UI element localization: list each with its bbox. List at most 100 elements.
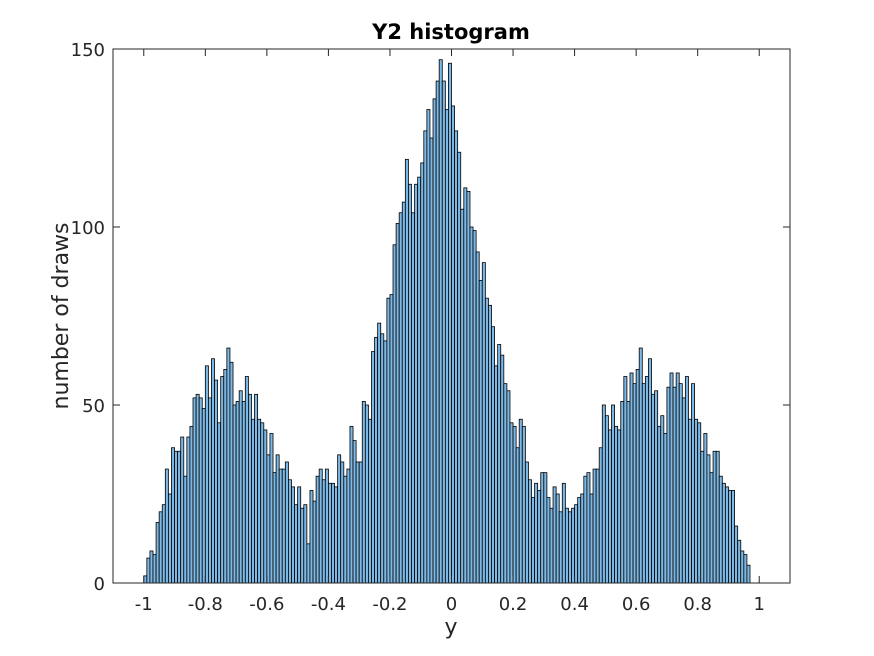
y-tick-label: 150 xyxy=(71,40,105,61)
histogram-bar xyxy=(638,347,643,584)
histogram-bar xyxy=(161,504,166,584)
histogram-bar xyxy=(192,397,197,584)
histogram-bar xyxy=(678,383,683,584)
histogram-bar xyxy=(718,475,723,584)
histogram-bar xyxy=(174,450,179,584)
histogram-bar xyxy=(568,511,572,584)
histogram-bar xyxy=(709,472,714,584)
y-tick-label: 0 xyxy=(94,574,105,595)
histogram-bar xyxy=(167,493,172,584)
histogram-bar xyxy=(155,522,160,584)
histogram-bar xyxy=(211,358,215,584)
histogram-bar xyxy=(306,543,311,584)
histogram-bar xyxy=(398,212,403,584)
histogram-bar xyxy=(540,472,545,584)
histogram-bar xyxy=(574,504,579,584)
histogram-bar xyxy=(349,425,354,584)
histogram-bar xyxy=(654,390,659,584)
histogram-bar xyxy=(438,59,443,584)
histogram-bar xyxy=(731,490,736,584)
histogram-bar xyxy=(648,358,652,584)
y-axis-label: number of draws xyxy=(49,223,74,410)
y-tick-label: 100 xyxy=(71,218,105,239)
histogram-bar xyxy=(595,468,600,584)
histogram-bar xyxy=(278,468,283,584)
histogram-bar xyxy=(321,479,326,584)
histogram-bar xyxy=(337,454,342,584)
histogram-bar xyxy=(500,354,505,584)
histogram-bar xyxy=(284,461,289,584)
histogram-bar xyxy=(269,433,274,584)
histogram-bar xyxy=(694,418,699,584)
x-tick-label: 0.6 xyxy=(622,594,651,615)
histogram-bar xyxy=(201,408,206,584)
histogram-bar xyxy=(340,461,345,584)
histogram-bar xyxy=(241,401,246,584)
histogram-bar xyxy=(183,475,188,584)
histogram-bar xyxy=(629,372,634,584)
axis-ticks: -1 -0.8 -0.6 -0.4 -0.2 0 0.2 0.4 0.6 0.8 1 0 50 100 15… xyxy=(71,40,790,615)
histogram-bar xyxy=(297,486,302,584)
histogram-bar xyxy=(355,461,360,584)
histogram-bar xyxy=(432,98,437,584)
histogram-bar xyxy=(247,393,252,584)
histogram-bar xyxy=(712,450,717,584)
histogram-bar xyxy=(152,554,157,584)
x-tick-label: -0.8 xyxy=(188,594,223,615)
histogram-bar xyxy=(555,493,560,584)
histogram-bar xyxy=(577,497,582,584)
histogram-bar xyxy=(260,422,265,584)
histogram-bar xyxy=(324,468,329,584)
histogram-bar xyxy=(177,450,182,584)
histogram-bar xyxy=(386,297,391,584)
histogram-bar xyxy=(204,365,209,584)
histogram-bar xyxy=(617,429,622,584)
histogram-bar xyxy=(684,376,689,584)
histogram-bar xyxy=(623,376,628,584)
x-tick-label: 0 xyxy=(446,594,457,615)
histogram-bar xyxy=(561,482,566,584)
histogram-bar xyxy=(543,472,548,584)
histogram-bar xyxy=(171,447,175,584)
histogram-bar xyxy=(469,226,474,584)
histogram-bar xyxy=(537,490,542,584)
histogram-bar xyxy=(287,479,292,584)
histogram-bar xyxy=(358,461,363,584)
histogram-bar xyxy=(518,418,523,584)
histogram-bar xyxy=(488,304,492,584)
histogram-bar xyxy=(235,401,240,584)
histogram-bar xyxy=(721,482,726,584)
histogram-bar xyxy=(589,493,594,584)
histogram-bar xyxy=(423,130,428,584)
x-tick-label: 1 xyxy=(754,594,765,615)
histogram-bar xyxy=(392,244,397,584)
histogram-bar xyxy=(214,379,219,584)
histogram-bar xyxy=(586,472,591,584)
histogram-bar xyxy=(657,425,662,584)
histogram-bar xyxy=(737,539,742,584)
histogram-bar xyxy=(503,383,508,584)
histogram-bar xyxy=(521,425,526,584)
histogram-bar xyxy=(604,415,609,584)
histogram-bar xyxy=(608,429,612,584)
histogram-bar xyxy=(149,550,154,584)
histogram-bar xyxy=(254,393,259,584)
histogram-bar xyxy=(417,176,422,584)
histogram-bar xyxy=(232,404,237,584)
histogram-bar xyxy=(509,422,514,584)
histogram-bar xyxy=(420,162,425,584)
histogram-bar xyxy=(703,433,708,584)
histogram-bar xyxy=(580,493,585,584)
histogram-bar xyxy=(352,440,357,584)
histogram-bar xyxy=(478,279,483,584)
histogram-bar xyxy=(546,497,551,584)
histogram-bar xyxy=(226,347,231,584)
histogram-bar xyxy=(223,368,228,584)
histogram-bar xyxy=(549,507,554,584)
histogram-bar xyxy=(414,183,419,584)
histogram-bar xyxy=(383,340,388,584)
histogram-bar xyxy=(614,425,619,584)
histogram-bar xyxy=(681,397,686,584)
histogram-bar xyxy=(343,475,348,584)
